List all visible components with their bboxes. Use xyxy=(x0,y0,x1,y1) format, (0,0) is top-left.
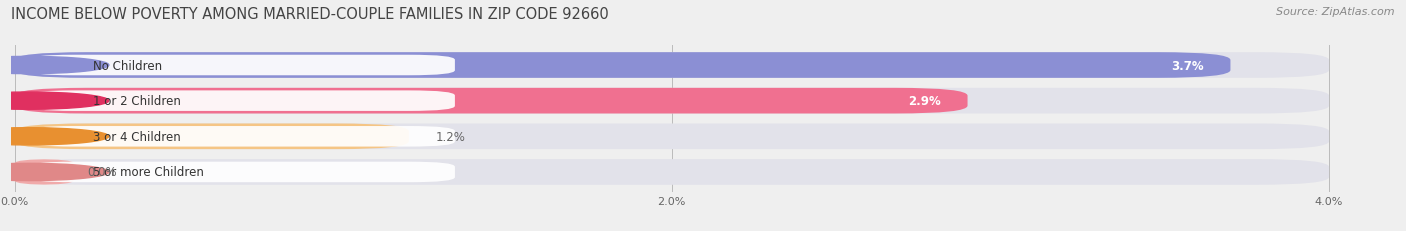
FancyBboxPatch shape xyxy=(14,88,1329,114)
Circle shape xyxy=(0,164,108,181)
FancyBboxPatch shape xyxy=(28,55,456,76)
FancyBboxPatch shape xyxy=(28,91,456,111)
Circle shape xyxy=(0,57,108,74)
FancyBboxPatch shape xyxy=(14,124,409,149)
Circle shape xyxy=(0,128,108,145)
FancyBboxPatch shape xyxy=(14,124,1329,149)
Text: 2.9%: 2.9% xyxy=(908,95,941,108)
FancyBboxPatch shape xyxy=(28,127,456,147)
FancyBboxPatch shape xyxy=(14,88,967,114)
FancyBboxPatch shape xyxy=(14,159,1329,185)
Text: 3.7%: 3.7% xyxy=(1171,59,1204,72)
Text: 0.0%: 0.0% xyxy=(87,166,117,179)
Text: Source: ZipAtlas.com: Source: ZipAtlas.com xyxy=(1277,7,1395,17)
Text: INCOME BELOW POVERTY AMONG MARRIED-COUPLE FAMILIES IN ZIP CODE 92660: INCOME BELOW POVERTY AMONG MARRIED-COUPL… xyxy=(11,7,609,22)
Text: 5 or more Children: 5 or more Children xyxy=(93,166,204,179)
Text: 1 or 2 Children: 1 or 2 Children xyxy=(93,95,181,108)
Circle shape xyxy=(0,93,108,110)
Text: No Children: No Children xyxy=(93,59,163,72)
FancyBboxPatch shape xyxy=(14,53,1329,79)
Text: 3 or 4 Children: 3 or 4 Children xyxy=(93,130,181,143)
Text: 1.2%: 1.2% xyxy=(436,130,465,143)
FancyBboxPatch shape xyxy=(28,162,456,182)
FancyBboxPatch shape xyxy=(14,53,1230,79)
FancyBboxPatch shape xyxy=(14,159,73,185)
